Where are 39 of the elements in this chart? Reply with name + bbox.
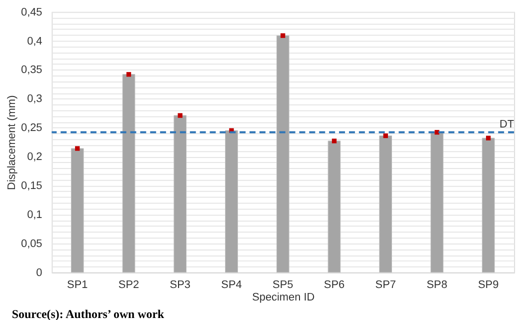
- y-tick-label: 0,3: [27, 93, 42, 106]
- y-axis-title: Displacement (mm): [6, 95, 18, 190]
- ref-line-label: DT: [499, 118, 514, 130]
- bar: [328, 140, 341, 273]
- y-tick-label: 0,1: [27, 208, 42, 221]
- point: [332, 138, 337, 144]
- point: [434, 130, 440, 135]
- x-tick-label: SP4: [221, 278, 242, 291]
- y-tick-label: 0,45: [20, 6, 42, 18]
- x-tick-label: SP9: [478, 278, 499, 291]
- y-tick-label: 0,05: [20, 238, 42, 250]
- bar: [174, 115, 187, 273]
- x-tick-label: SP3: [170, 278, 190, 291]
- y-tick-label: 0,15: [20, 180, 42, 192]
- bar: [122, 74, 136, 273]
- bar: [379, 136, 392, 273]
- x-tick-label: SP2: [118, 278, 140, 291]
- x-tick-label: SP8: [426, 278, 448, 291]
- y-tick-label: 0,25: [20, 122, 42, 134]
- point: [383, 133, 388, 138]
- y-tick-label: 0,35: [20, 64, 42, 76]
- x-axis-title: Specimen ID: [252, 292, 315, 304]
- point: [126, 72, 132, 77]
- point: [75, 146, 80, 151]
- bar: [276, 35, 290, 273]
- x-tick-label: SP7: [375, 278, 396, 291]
- point: [280, 33, 286, 38]
- point: [178, 113, 182, 118]
- x-tick-label: SP5: [272, 278, 294, 291]
- point: [486, 136, 491, 140]
- y-tick-label: 0,2: [27, 151, 42, 164]
- bar: [225, 130, 238, 273]
- y-tick-label: 0: [36, 266, 42, 279]
- bar: [70, 148, 84, 273]
- x-tick-label: SP6: [324, 278, 345, 291]
- x-tick-label: SP1: [67, 278, 88, 291]
- bar: [430, 132, 444, 273]
- y-tick-label: 0,4: [27, 35, 42, 48]
- bar: [482, 138, 495, 273]
